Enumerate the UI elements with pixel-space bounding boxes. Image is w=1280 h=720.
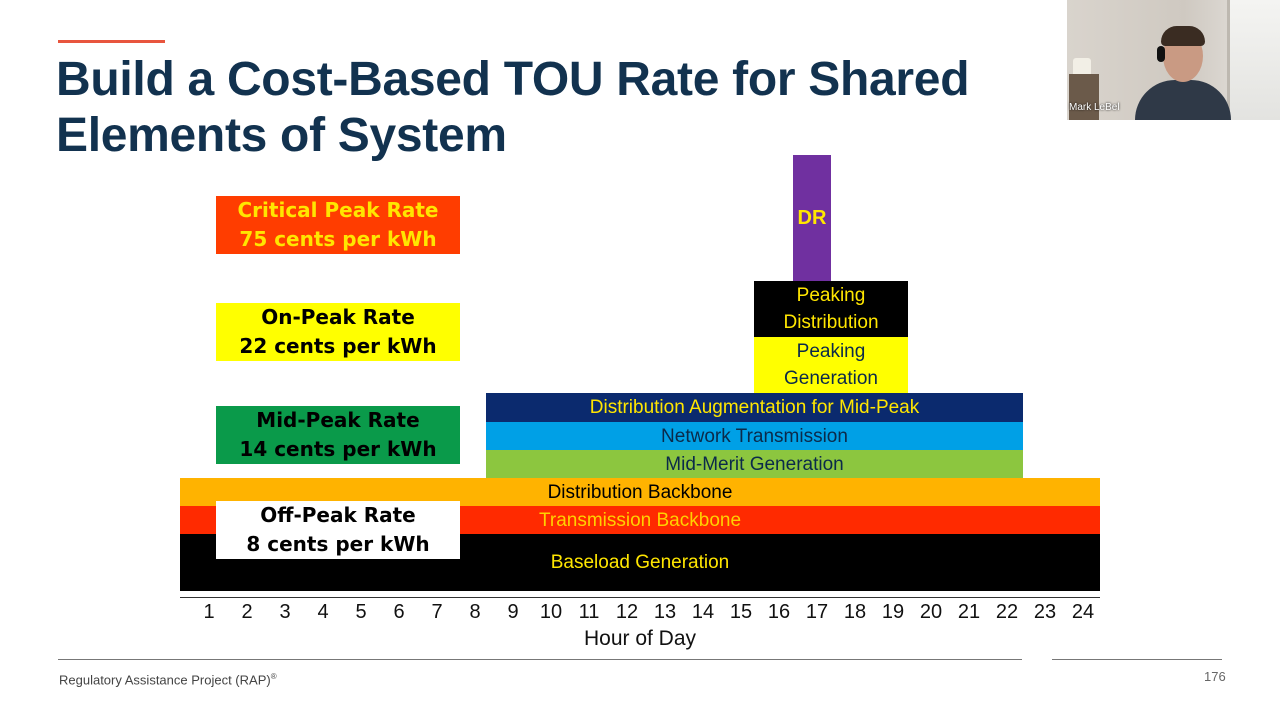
hour-tick-11: 11 bbox=[578, 601, 600, 623]
hour-tick-1: 1 bbox=[203, 601, 215, 623]
rate-on-peak-name: On-Peak Rate bbox=[261, 305, 415, 329]
band-peaking-generation: Peaking Generation bbox=[754, 337, 908, 393]
slide-title-line-1: Build a Cost-Based TOU Rate for Shared bbox=[56, 53, 970, 106]
page-number: 176 bbox=[1204, 669, 1226, 684]
hour-tick-2: 2 bbox=[241, 601, 253, 623]
hour-tick-18: 18 bbox=[843, 601, 867, 623]
slide-title-line-2: Elements of System bbox=[56, 109, 507, 162]
rate-off-peak-price: 8 cents per kWh bbox=[246, 532, 430, 556]
hour-tick-14: 14 bbox=[691, 601, 715, 623]
band-mid-merit-generation: Mid-Merit Generation bbox=[486, 450, 1023, 478]
rate-mid-peak-name: Mid-Peak Rate bbox=[256, 408, 420, 432]
band-peaking-distribution: Peaking Distribution bbox=[754, 281, 908, 337]
band-peaking-distribution-label-2: Distribution bbox=[783, 312, 879, 333]
hour-tick-12: 12 bbox=[615, 601, 639, 623]
rate-on-peak: On-Peak Rate 22 cents per kWh bbox=[216, 303, 460, 361]
hour-tick-21: 21 bbox=[957, 601, 981, 623]
footer-divider-left bbox=[58, 659, 1022, 660]
hour-tick-16: 16 bbox=[767, 601, 791, 623]
hour-tick-6: 6 bbox=[393, 601, 405, 623]
band-demand-response: DR bbox=[793, 155, 831, 281]
rate-critical-peak: Critical Peak Rate 75 cents per kWh bbox=[216, 196, 460, 254]
hour-tick-7: 7 bbox=[431, 601, 443, 623]
hour-tick-5: 5 bbox=[355, 601, 367, 623]
hour-axis-line bbox=[180, 597, 1100, 598]
slide-title: Build a Cost-Based TOU Rate for Shared E… bbox=[56, 52, 1056, 164]
presenter-hair bbox=[1161, 26, 1205, 46]
hour-tick-8: 8 bbox=[469, 601, 481, 623]
video-shelf bbox=[1069, 74, 1099, 120]
hour-axis-title: Hour of Day bbox=[583, 627, 697, 650]
participant-name-label: Mark LeBel bbox=[1069, 102, 1120, 113]
hour-tick-20: 20 bbox=[919, 601, 943, 623]
hour-tick-19: 19 bbox=[881, 601, 905, 623]
rate-mid-peak-price: 14 cents per kWh bbox=[239, 437, 437, 461]
rate-on-peak-price: 22 cents per kWh bbox=[239, 334, 437, 358]
hour-tick-3: 3 bbox=[279, 601, 291, 623]
band-peaking-generation-label-1: Peaking bbox=[796, 341, 866, 362]
band-distribution-augmentation-label: Distribution Augmentation for Mid-Peak bbox=[589, 397, 920, 418]
band-baseload-generation-label: Baseload Generation bbox=[550, 552, 730, 573]
rate-critical-peak-name: Critical Peak Rate bbox=[237, 198, 439, 222]
band-peaking-generation-label-2: Generation bbox=[783, 368, 878, 389]
footer-organization-name: Regulatory Assistance Project (RAP) bbox=[59, 672, 271, 688]
footer-divider-right bbox=[1052, 659, 1222, 660]
video-lamp bbox=[1073, 58, 1091, 74]
footer-registered-mark: ® bbox=[270, 672, 277, 681]
band-peaking-distribution-label-1: Peaking bbox=[796, 285, 866, 306]
rate-mid-peak: Mid-Peak Rate 14 cents per kWh bbox=[216, 406, 460, 464]
hour-tick-17: 17 bbox=[805, 601, 829, 623]
band-distribution-backbone-label: Distribution Backbone bbox=[547, 481, 733, 503]
title-accent-bar bbox=[58, 40, 165, 43]
video-window bbox=[1227, 0, 1280, 120]
hour-tick-10: 10 bbox=[539, 601, 563, 623]
hour-tick-15: 15 bbox=[729, 601, 753, 623]
rate-off-peak: Off-Peak Rate 8 cents per kWh bbox=[216, 501, 460, 559]
hour-tick-13: 13 bbox=[653, 601, 677, 623]
footer-organization: Regulatory Assistance Project (RAP)® bbox=[59, 672, 277, 687]
hour-tick-9: 9 bbox=[507, 601, 519, 623]
presenter-video-tile[interactable]: Mark LeBel bbox=[1067, 0, 1280, 120]
rate-off-peak-name: Off-Peak Rate bbox=[260, 503, 416, 527]
hour-tick-23: 23 bbox=[1033, 601, 1057, 623]
hour-tick-4: 4 bbox=[317, 601, 329, 623]
band-transmission-backbone-label: Transmission Backbone bbox=[538, 509, 742, 531]
band-distribution-augmentation: Distribution Augmentation for Mid-Peak bbox=[486, 393, 1023, 422]
hour-tick-22: 22 bbox=[995, 601, 1019, 623]
band-network-transmission: Network Transmission bbox=[486, 422, 1023, 450]
band-demand-response-label: DR bbox=[797, 206, 827, 229]
band-mid-merit-generation-label: Mid-Merit Generation bbox=[665, 453, 844, 475]
rate-critical-peak-price: 75 cents per kWh bbox=[239, 227, 437, 251]
hour-tick-24: 24 bbox=[1071, 601, 1095, 623]
headset-icon bbox=[1157, 46, 1165, 62]
band-network-transmission-label: Network Transmission bbox=[661, 425, 848, 447]
